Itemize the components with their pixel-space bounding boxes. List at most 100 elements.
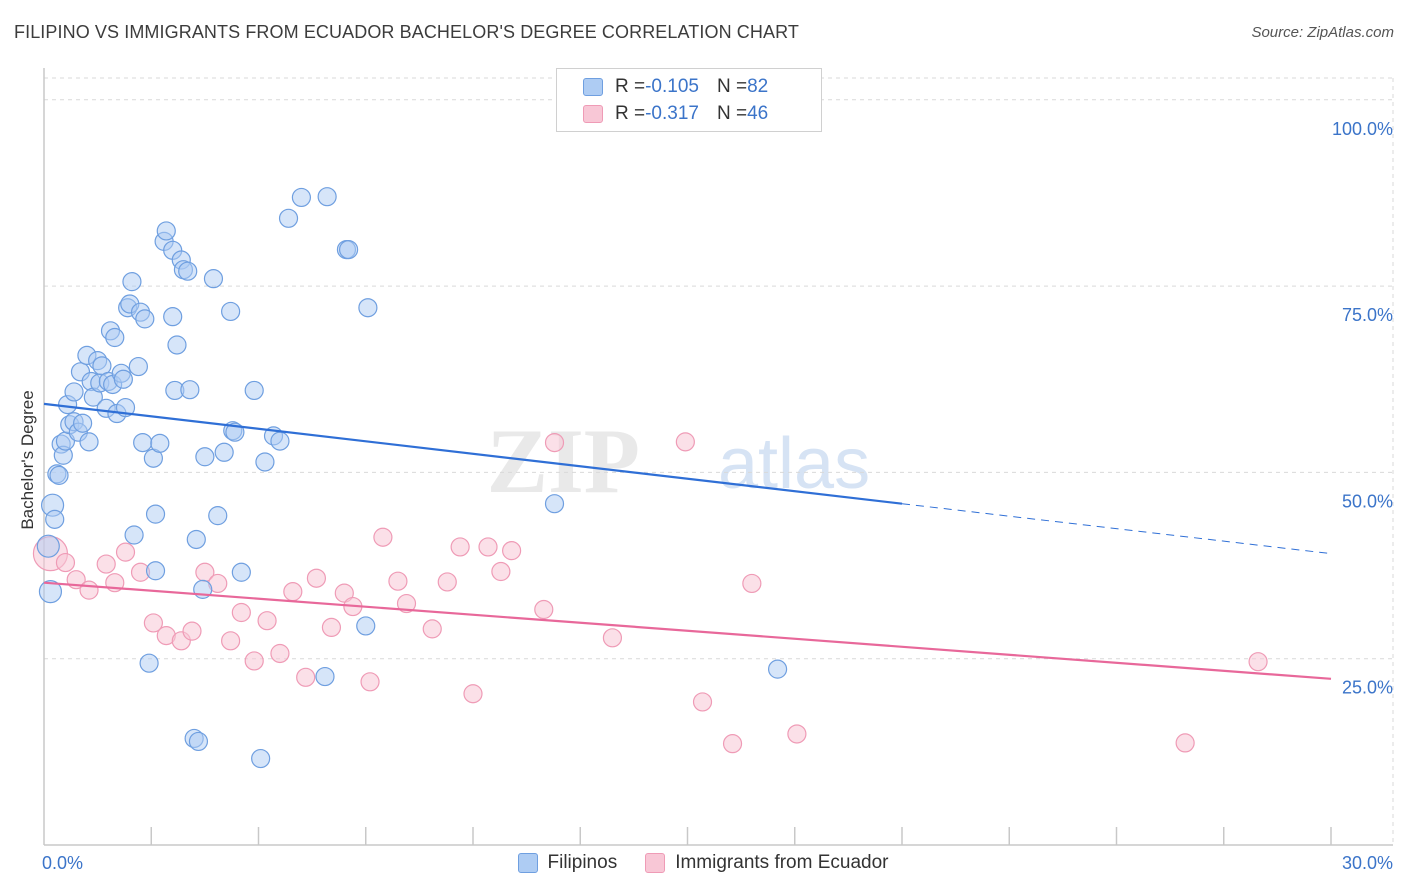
filipinos-point <box>195 447 215 467</box>
filipinos-trend-line <box>43 402 903 505</box>
ecuador-point <box>491 561 511 582</box>
filipinos-point <box>150 433 170 453</box>
y-tick-label: 75.0% <box>1342 305 1393 325</box>
r-label: R = <box>615 76 646 97</box>
filipinos-point <box>178 261 198 281</box>
y-tick-label: 50.0% <box>1342 491 1393 511</box>
filipinos-point <box>79 432 99 452</box>
filipinos-point <box>145 504 166 524</box>
filipinos-point <box>356 616 376 636</box>
filipinos-point <box>113 369 133 389</box>
filipinos-point <box>105 327 125 348</box>
ecuador-point <box>388 571 408 591</box>
filipinos-point <box>208 506 228 526</box>
legend-item-filipinos: Filipinos <box>517 852 618 874</box>
ecuador-point <box>722 734 743 754</box>
filipinos-point <box>139 653 159 673</box>
ecuador-point <box>450 537 470 557</box>
legend-row-ecuador: R = -0.317 N = 46 <box>583 101 768 127</box>
filipinos-point <box>544 494 565 514</box>
filipinos-point <box>270 431 290 451</box>
ecuador-point <box>321 617 342 638</box>
filipinos-point <box>36 534 60 558</box>
filipinos-point <box>167 335 187 355</box>
n-label: N = <box>716 76 748 97</box>
filipinos-trend-extension <box>901 503 1332 555</box>
ecuador-point <box>182 621 202 641</box>
ecuador-legend-label: Immigrants from Ecuador <box>675 852 889 873</box>
ecuador-point <box>360 672 380 692</box>
filipinos-point <box>203 269 224 289</box>
ecuador-point <box>96 554 116 574</box>
chart-title: FILIPINO VS IMMIGRANTS FROM ECUADOR BACH… <box>14 22 799 42</box>
filipinos-point <box>38 580 63 604</box>
filipinos-point <box>49 465 69 485</box>
ecuador-point <box>463 684 483 704</box>
ecuador-point <box>55 552 76 573</box>
filipinos-point <box>122 272 142 292</box>
filipinos-point <box>145 561 166 581</box>
filipinos-point <box>278 208 299 228</box>
r-label: R = <box>615 103 646 124</box>
filipinos-point <box>358 298 378 318</box>
ecuador-point <box>257 611 277 631</box>
axes <box>43 68 1393 846</box>
correlation-legend: R = -0.105 N = 82 R = -0.317 N = 46 <box>556 68 822 132</box>
filipinos-point <box>64 382 84 402</box>
filipinos-point <box>291 187 311 208</box>
series-legend: Filipinos Immigrants from Ecuador <box>0 852 1406 874</box>
ecuador-point <box>1248 652 1268 672</box>
filipinos-point <box>767 659 788 679</box>
y-tick-label: 100.0% <box>1332 119 1393 139</box>
filipinos-point <box>244 380 264 401</box>
filipinos-point <box>255 452 275 472</box>
filipinos-point <box>231 562 251 582</box>
x-tick-label: 0.0% <box>42 853 83 873</box>
ecuador-point <box>502 541 522 561</box>
filipinos-legend-label: Filipinos <box>547 852 618 873</box>
ecuador-legend-swatch <box>645 853 666 873</box>
filipinos-point <box>186 529 206 550</box>
tick-labels: 25.0% 50.0% 75.0% 100.0% 0.0% 30.0% <box>42 119 1393 873</box>
ecuador-point <box>334 583 354 603</box>
filipinos-point <box>73 413 93 433</box>
filipinos-point <box>135 309 155 329</box>
filipinos-legend-swatch <box>517 853 538 873</box>
ecuador-point <box>675 432 695 452</box>
filipinos-point <box>163 307 183 327</box>
legend-row-filipinos: R = -0.105 N = 82 <box>583 74 768 100</box>
ecuador-point <box>1175 733 1195 753</box>
filipinos-point <box>251 748 271 769</box>
watermark: ZIP atlas <box>487 410 870 512</box>
ecuador-point <box>79 580 99 600</box>
filipinos-point <box>133 432 153 453</box>
filipinos-point <box>338 239 359 260</box>
ecuador-point <box>143 613 163 633</box>
filipinos-swatch <box>583 78 603 96</box>
n-value: 46 <box>747 103 769 124</box>
x-tick-label: 30.0% <box>1342 853 1393 873</box>
filipinos-point <box>180 380 200 400</box>
ecuador-point <box>296 667 316 687</box>
legend-item-ecuador: Immigrants from Ecuador <box>645 852 889 874</box>
r-value: -0.317 <box>645 103 699 124</box>
y-tick-label: 25.0% <box>1342 678 1393 698</box>
filipinos-point <box>45 509 65 529</box>
ecuador-point <box>283 582 303 602</box>
filipinos-point <box>124 525 144 545</box>
ecuador-point <box>306 568 327 588</box>
ecuador-point <box>534 599 554 620</box>
series-ecuador-points <box>32 432 1268 754</box>
filipinos-point <box>156 221 176 241</box>
filipinos-point <box>221 301 241 322</box>
ecuador-point <box>602 628 623 648</box>
r-value: -0.105 <box>645 76 699 97</box>
ecuador-point <box>478 537 498 557</box>
ecuador-point <box>115 542 136 562</box>
ecuador-point <box>692 692 713 712</box>
filipinos-point <box>214 442 234 462</box>
source-label: Source: ZipAtlas.com <box>1251 24 1394 41</box>
ecuador-point <box>787 724 807 744</box>
filipinos-point <box>317 187 337 207</box>
ecuador-point <box>270 643 290 664</box>
